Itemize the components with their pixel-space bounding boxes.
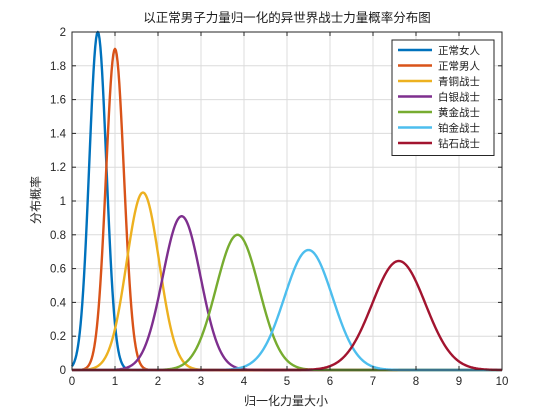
x-tick-label: 0 — [69, 376, 75, 388]
y-tick-label: 1.6 — [50, 95, 66, 107]
y-axis-label: 分布概率 — [28, 176, 43, 224]
y-tick-label: 1.2 — [50, 162, 66, 174]
y-tick-label: 0.4 — [50, 297, 67, 309]
legend-label-5: 黄金战士 — [438, 106, 480, 119]
y-tick-label: 1 — [60, 196, 66, 208]
chart-title: 以正常男子力量归一化的异世界战士力量概率分布图 — [143, 10, 431, 25]
y-tick-label: 2 — [60, 27, 66, 39]
x-tick-label: 3 — [198, 376, 204, 388]
y-tick-label: 1.4 — [50, 128, 67, 140]
legend-label-2: 正常男人 — [438, 60, 480, 73]
legend-label-7: 钻石战士 — [438, 137, 480, 150]
legend-label-6: 铂金战士 — [438, 122, 480, 135]
x-tick-label: 8 — [413, 376, 419, 388]
legend-label-3: 青铜战士 — [438, 75, 480, 88]
x-axis-label: 归一化力量大小 — [244, 394, 328, 408]
legend-box — [391, 39, 495, 156]
y-tick-label: 0 — [60, 365, 66, 377]
x-tick-label: 4 — [241, 376, 248, 388]
y-tick-label: 1.8 — [50, 61, 66, 73]
x-tick-label: 5 — [284, 376, 290, 388]
y-tick-label: 0.8 — [50, 230, 66, 242]
x-tick-label: 7 — [370, 376, 376, 388]
x-axis-ticks: 0 1 2 3 4 5 6 7 8 9 10 — [69, 32, 509, 388]
y-tick-label: 0.6 — [50, 264, 66, 276]
x-tick-label: 1 — [112, 376, 118, 388]
x-tick-label: 9 — [456, 376, 462, 388]
legend-label-4: 白银战士 — [438, 91, 480, 104]
x-tick-label: 2 — [155, 376, 161, 388]
legend-label-1: 正常女人 — [438, 44, 480, 57]
x-tick-label: 6 — [327, 376, 333, 388]
y-tick-label: 0.2 — [50, 331, 66, 343]
x-tick-label: 10 — [496, 376, 509, 388]
y-axis-ticks: 0 0.2 0.4 0.6 0.8 1 1.2 1.4 1.6 1.8 2 — [50, 27, 502, 377]
